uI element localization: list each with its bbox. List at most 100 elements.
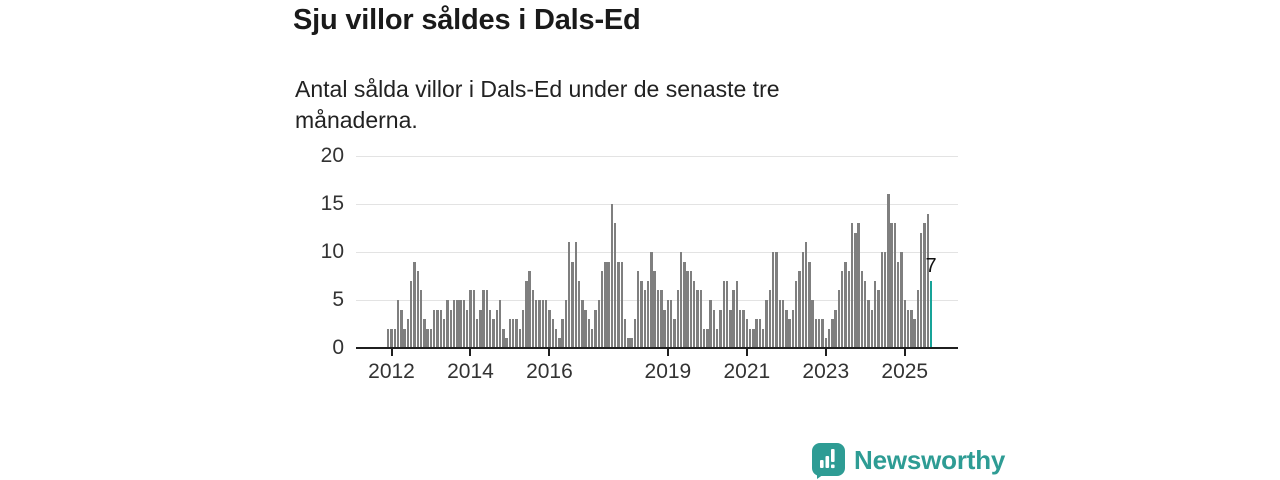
bar xyxy=(403,328,406,348)
bar xyxy=(472,290,475,348)
bar xyxy=(877,290,880,348)
bar xyxy=(719,309,722,348)
bar xyxy=(564,300,568,348)
bar xyxy=(702,328,706,348)
bar xyxy=(413,261,416,348)
bar xyxy=(765,300,768,348)
bar xyxy=(571,261,574,348)
bar xyxy=(716,328,719,348)
newsworthy-logo[interactable]: Newsworthy xyxy=(811,442,1005,479)
y-axis-tick-label: 20 xyxy=(320,144,344,167)
newsworthy-wordmark: Newsworthy xyxy=(854,445,1006,475)
bar xyxy=(548,309,551,348)
bar xyxy=(739,309,742,348)
x-axis-tick xyxy=(469,349,472,356)
bar xyxy=(798,271,801,348)
bar xyxy=(587,319,591,348)
bar xyxy=(841,271,844,348)
x-axis-line xyxy=(356,347,958,349)
bar xyxy=(834,309,837,348)
bar xyxy=(459,300,462,348)
bar xyxy=(633,319,637,348)
bar xyxy=(896,261,900,348)
bar xyxy=(844,261,847,348)
bar xyxy=(637,271,640,348)
gridline xyxy=(356,252,958,253)
bar xyxy=(923,223,926,348)
bar xyxy=(870,309,874,348)
bar xyxy=(791,309,795,348)
bar xyxy=(482,290,485,348)
bar xyxy=(735,280,739,348)
x-axis-tick-label: 2021 xyxy=(723,360,771,383)
gridline xyxy=(356,204,958,205)
bar xyxy=(903,300,906,348)
bar xyxy=(554,328,558,348)
bar xyxy=(604,261,607,348)
bar xyxy=(831,319,834,348)
bar xyxy=(446,300,449,348)
x-axis-tick xyxy=(390,349,393,356)
x-axis-tick-label: 2016 xyxy=(526,360,573,383)
bar xyxy=(620,261,624,348)
highlighted-bar xyxy=(929,280,933,348)
bar xyxy=(515,319,518,348)
bar xyxy=(426,328,429,348)
bar xyxy=(429,328,433,348)
bar xyxy=(594,309,597,348)
bar xyxy=(439,309,443,348)
bar xyxy=(824,338,827,348)
bar xyxy=(538,300,541,348)
bar xyxy=(926,213,929,348)
bar xyxy=(663,309,666,348)
bar xyxy=(479,309,482,348)
bar xyxy=(811,300,814,348)
bar xyxy=(814,319,818,348)
bar xyxy=(857,223,860,348)
bar xyxy=(804,242,808,348)
bar xyxy=(610,204,614,348)
bar xyxy=(521,309,525,348)
bar xyxy=(485,290,489,348)
newsworthy-icon xyxy=(812,443,845,479)
bar xyxy=(607,261,610,348)
bar xyxy=(498,300,502,348)
bar xyxy=(518,328,522,348)
bar xyxy=(574,242,577,348)
gridline xyxy=(356,156,958,157)
bar xyxy=(449,309,452,348)
x-axis-tick-label: 2012 xyxy=(368,360,415,383)
bar xyxy=(643,290,647,348)
bar xyxy=(775,252,778,348)
bar xyxy=(456,300,459,348)
bar xyxy=(627,338,630,348)
bar xyxy=(785,309,788,348)
bar xyxy=(488,309,492,348)
bar xyxy=(577,280,581,348)
bar xyxy=(656,290,660,348)
bar xyxy=(590,328,594,348)
bar xyxy=(475,319,479,348)
bar xyxy=(640,280,643,348)
bar xyxy=(535,300,538,348)
bar xyxy=(666,300,670,348)
bar xyxy=(673,319,676,348)
bar xyxy=(689,271,693,348)
bar xyxy=(758,319,762,348)
bar xyxy=(781,300,785,348)
x-axis-tick-label: 2014 xyxy=(447,360,494,383)
bar xyxy=(913,319,916,348)
bar xyxy=(692,280,696,348)
bar xyxy=(410,280,413,348)
bar xyxy=(469,290,472,348)
bar xyxy=(462,300,466,348)
bar xyxy=(906,309,910,348)
bar xyxy=(801,252,804,348)
bar xyxy=(512,319,515,348)
x-axis-tick xyxy=(903,349,906,356)
bar xyxy=(893,223,897,348)
bar xyxy=(709,300,712,348)
bar xyxy=(630,338,633,348)
bar xyxy=(821,319,824,348)
bar xyxy=(561,319,564,348)
